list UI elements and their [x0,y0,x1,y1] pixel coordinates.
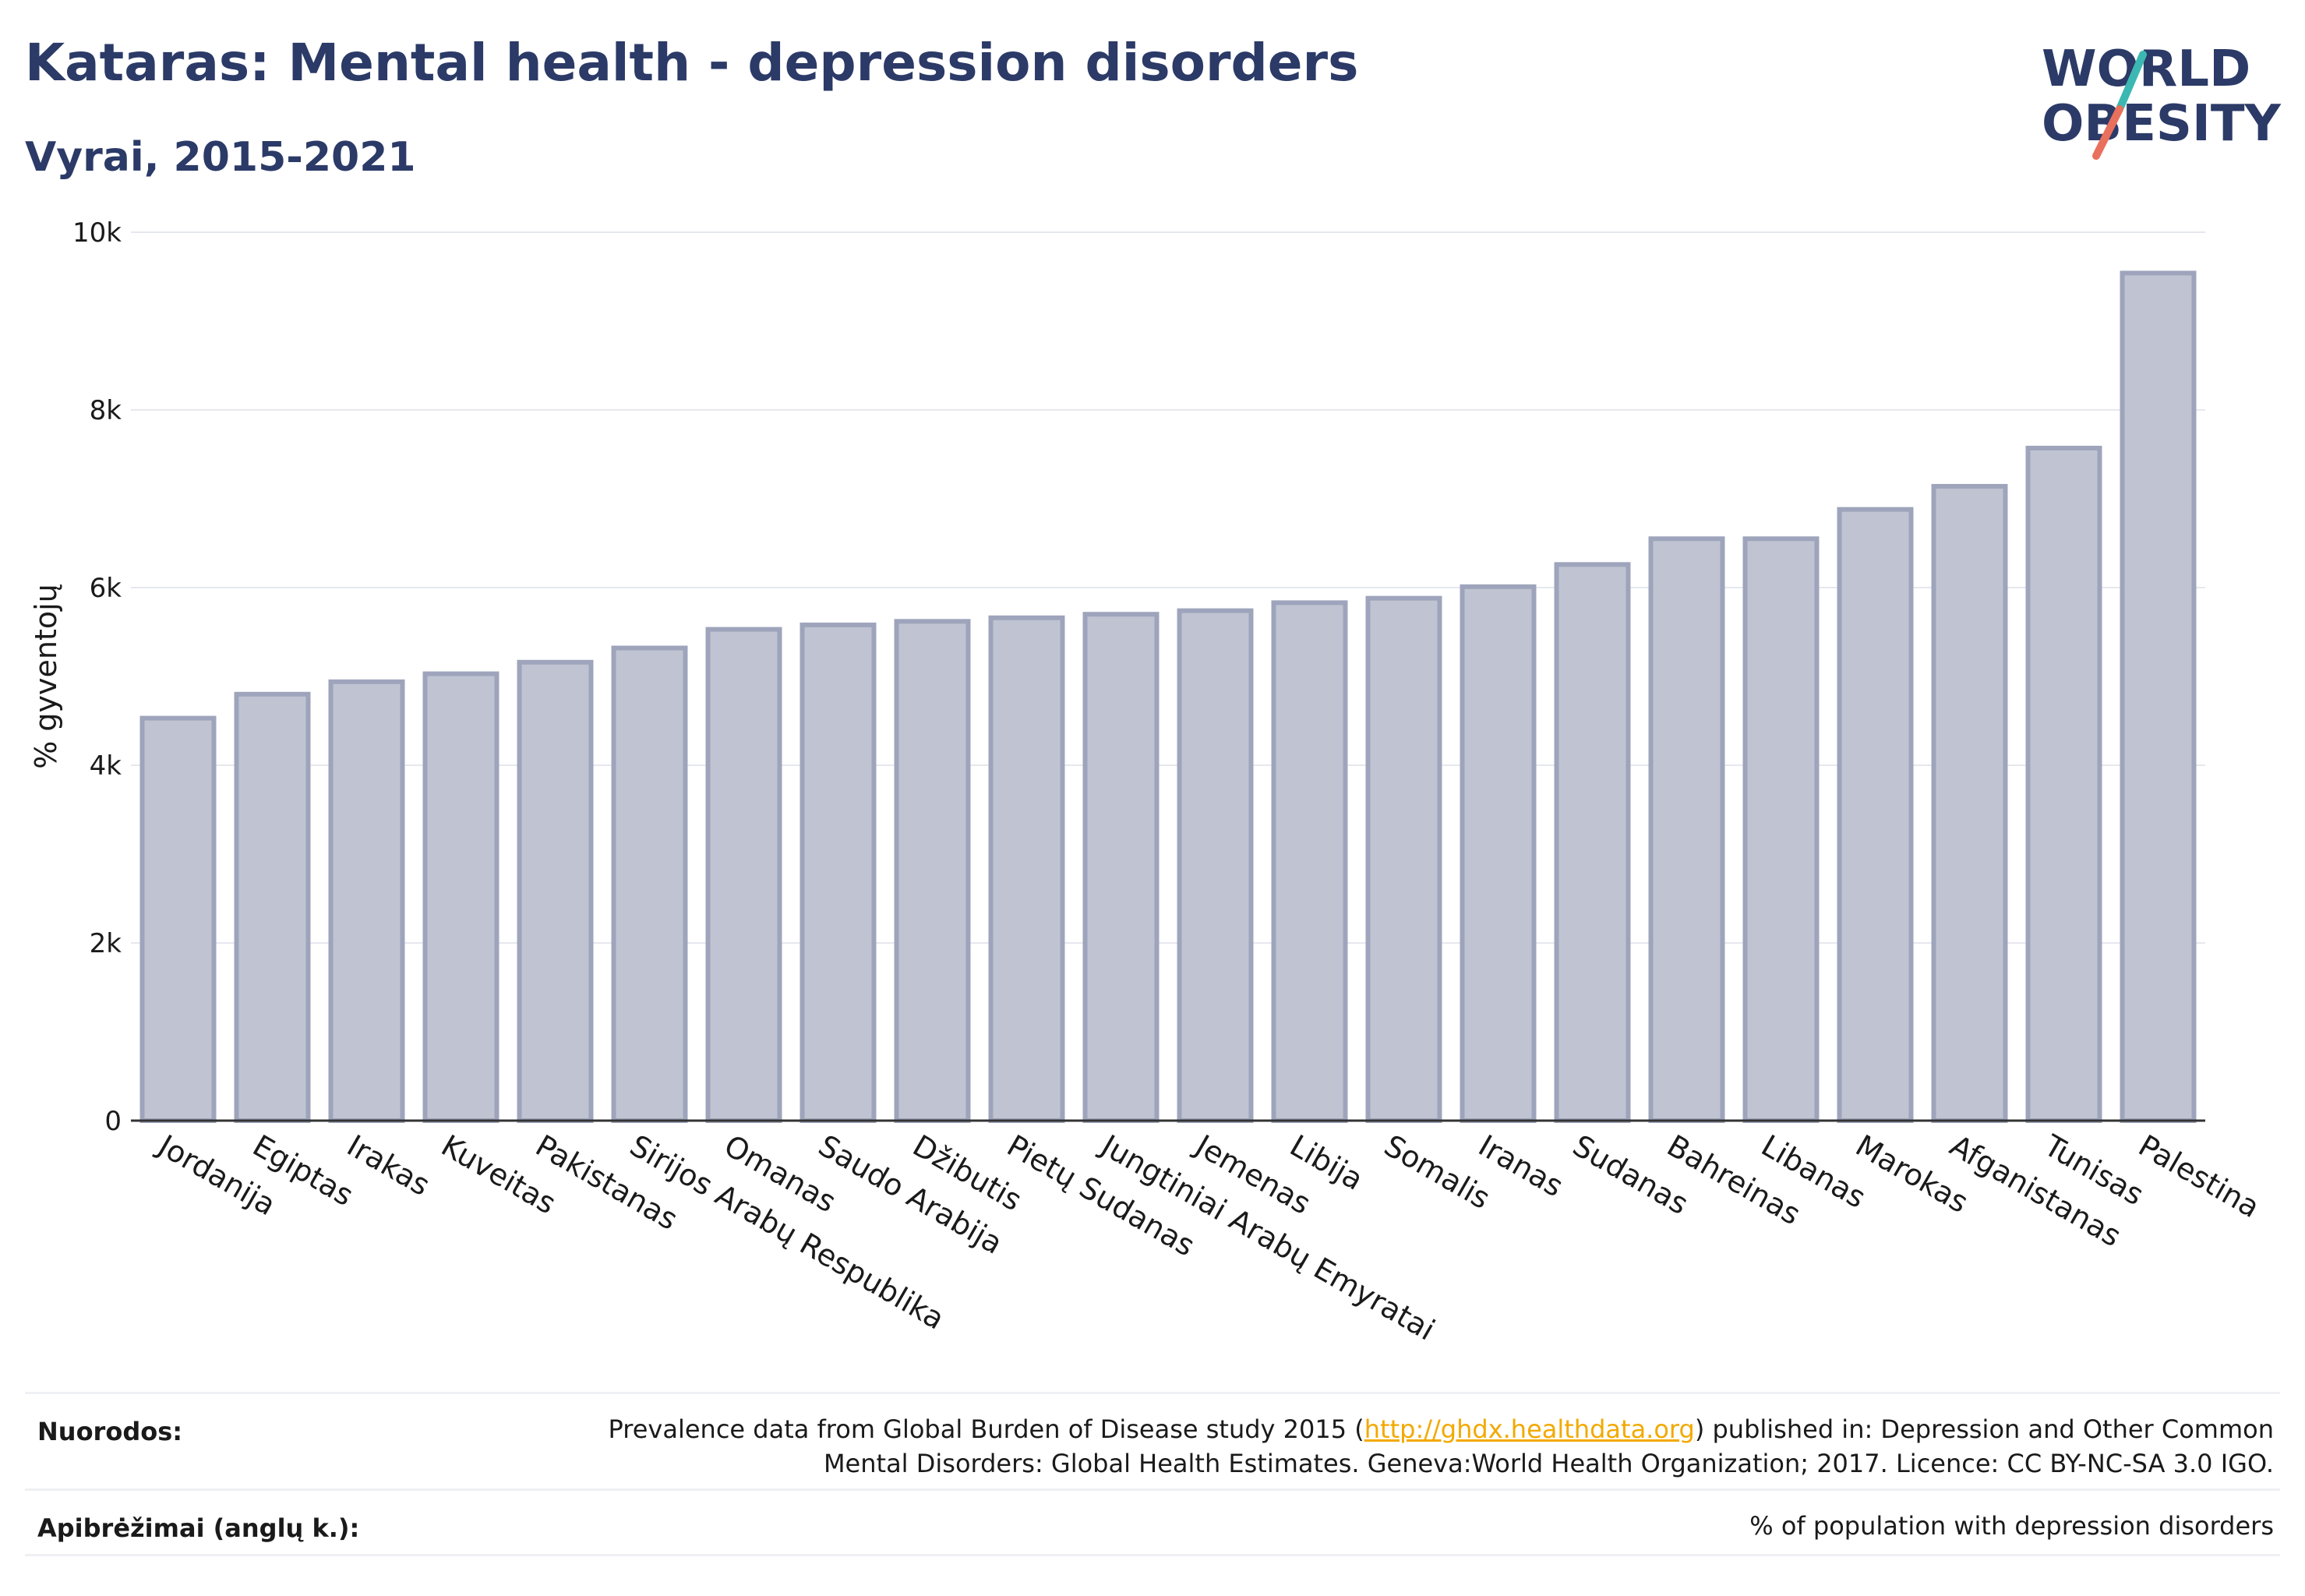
bar [1554,562,1631,1123]
x-tick-label: Palestina [2133,1128,2265,1225]
bar [1931,484,2008,1123]
bar [1837,507,1914,1123]
logo-slash-coral [2092,105,2123,160]
footer-divider-middle [25,1488,2280,1491]
bar [1365,595,1442,1123]
sources-link[interactable]: http://ghdx.healthdata.org [1364,1414,1695,1444]
logo-line1: WORLD [2042,41,2250,98]
y-tick-label: 6k [90,573,122,604]
logo-line2: OBESITY [2042,95,2281,153]
chart-subtitle: Vyrai, 2015-2021 [25,134,416,181]
sources-label: Nuorodos: [37,1417,183,1446]
y-tick-label: 4k [90,750,122,782]
y-tick-label: 10k [72,217,122,249]
bar [2025,446,2102,1123]
x-tick-label: Somalis [1378,1128,1496,1216]
bar [1742,536,1820,1123]
definitions-label: Apibrėžimai (anglų k.): [37,1513,360,1543]
y-tick-label: 8k [90,395,122,426]
definitions-text: % of population with depression disorder… [1749,1511,2274,1541]
bar [328,679,405,1123]
bar [1082,612,1160,1123]
x-tick-label: Irakas [341,1128,436,1202]
bar [894,619,971,1123]
bar [1648,536,1725,1123]
y-tick-label: 0 [104,1106,122,1137]
bar [1177,608,1254,1123]
sources-text: Prevalence data from Global Burden of Di… [609,1412,2274,1481]
bar [139,715,217,1123]
bar [2120,270,2197,1124]
sources-text-line2: Mental Disorders: Global Health Estimate… [823,1449,2274,1478]
world-obesity-logo: WORLD OBESITY [2042,41,2281,160]
bar [234,691,311,1123]
bar [988,615,1065,1123]
bar [1271,600,1348,1123]
footer-divider-top [25,1392,2280,1394]
bar [517,659,594,1123]
bar [1460,584,1537,1123]
sources-text-after: ) published in: Depression and Other Com… [1694,1414,2274,1444]
y-tick-label: 2k [90,928,122,959]
bar [422,671,499,1123]
bar [705,627,782,1123]
logo-slash-teal [2116,51,2147,113]
footer-divider-bottom [25,1554,2280,1556]
y-axis-label: % gyventojų [29,584,63,769]
bar [611,645,688,1123]
bar [800,622,877,1123]
sources-text-before: Prevalence data from Global Burden of Di… [608,1414,1364,1444]
chart-title: Kataras: Mental health - depression diso… [25,33,1359,93]
